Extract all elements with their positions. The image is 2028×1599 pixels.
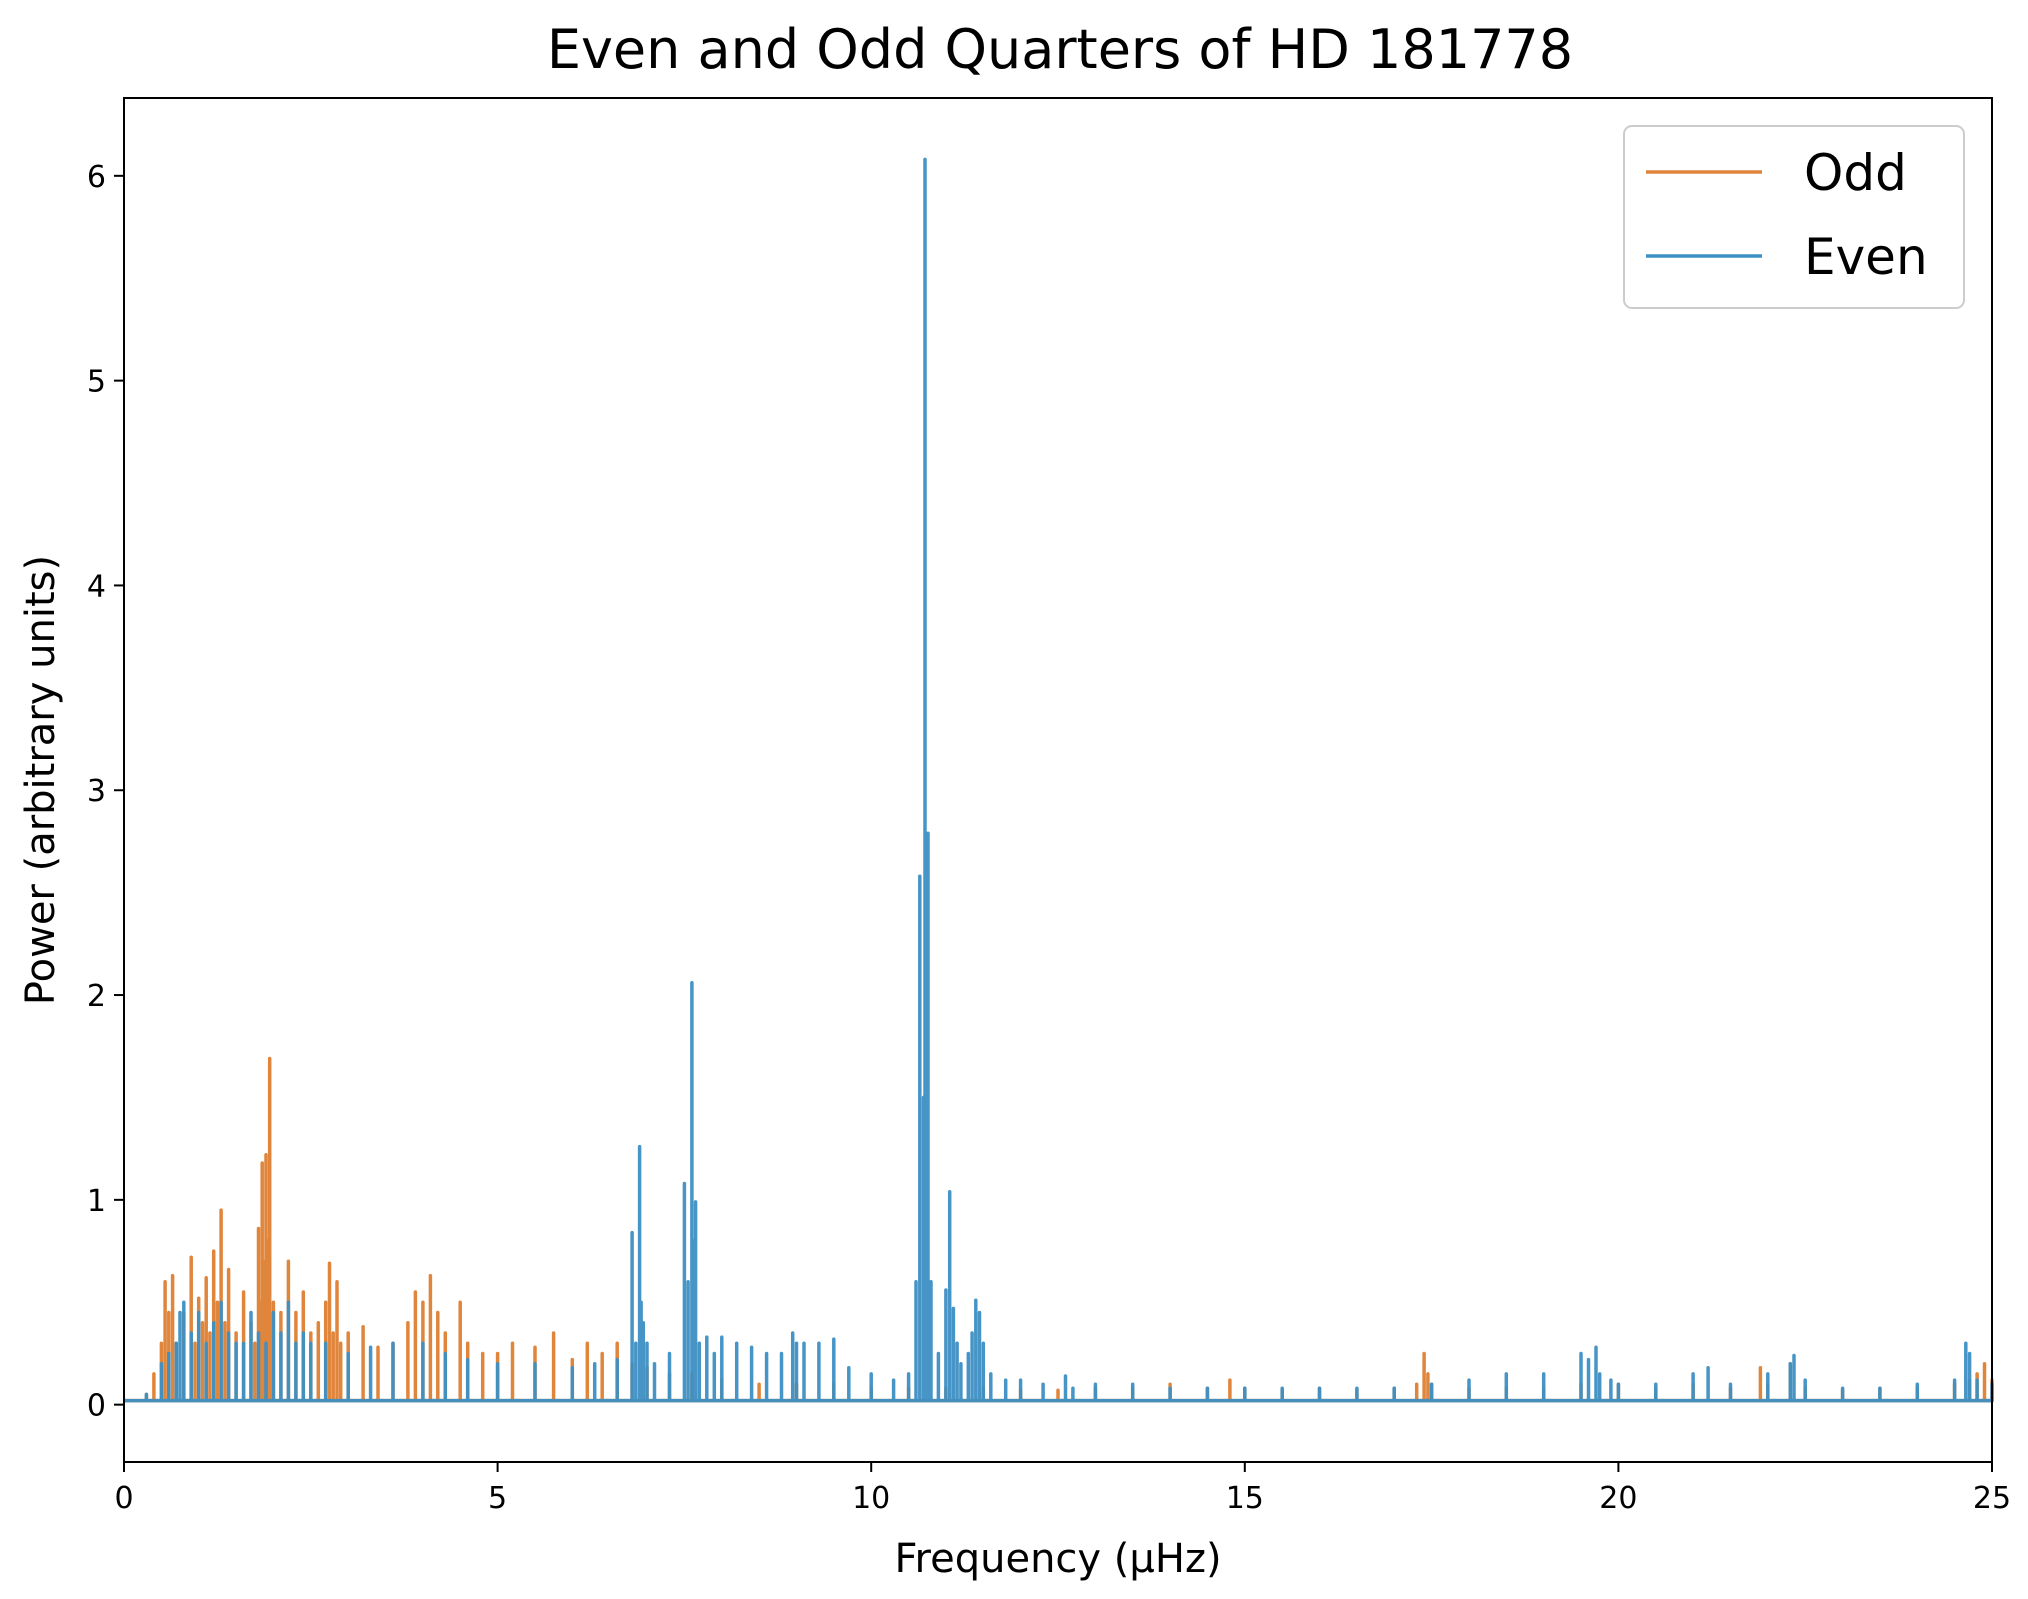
y-tick-label: 4	[87, 569, 106, 604]
y-tick-label: 3	[87, 774, 106, 809]
series-line-even	[124, 157, 1994, 1403]
x-tick-label: 20	[1599, 1481, 1637, 1516]
y-tick-label: 1	[87, 1184, 106, 1219]
legend-label-even: Even	[1804, 228, 1928, 286]
x-axis-title: Frequency (μHz)	[894, 1536, 1221, 1582]
x-axis-ticks: 0 5 10 15 20 25	[114, 1462, 2011, 1516]
x-tick-label: 5	[488, 1481, 507, 1516]
y-tick-label: 2	[87, 979, 106, 1014]
series-layer	[124, 157, 1994, 1403]
y-tick-label: 0	[87, 1389, 106, 1424]
legend: Odd Even	[1623, 125, 1965, 309]
series-line-odd	[124, 1056, 1994, 1403]
y-tick-label: 6	[87, 160, 106, 195]
plot-frame	[123, 97, 1993, 1463]
x-tick-label: 0	[114, 1481, 133, 1516]
y-tick-label: 5	[87, 365, 106, 400]
y-axis-title: Power (arbitrary units)	[18, 555, 64, 1005]
y-axis-ticks: 0 1 2 3 4 5 6	[87, 160, 124, 1424]
x-tick-label: 25	[1973, 1481, 2011, 1516]
x-tick-label: 10	[852, 1481, 890, 1516]
x-tick-label: 15	[1226, 1481, 1264, 1516]
legend-label-odd: Odd	[1804, 144, 1907, 202]
chart-title: Even and Odd Quarters of HD 181778	[547, 18, 1573, 81]
